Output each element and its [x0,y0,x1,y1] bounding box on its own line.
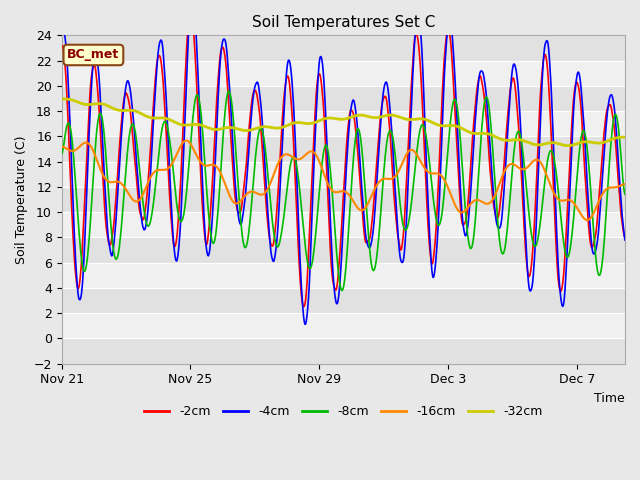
-16cm [486,200,493,206]
Line: -16cm: -16cm [61,141,625,220]
-2cm [58,42,65,48]
-4cm [387,108,394,114]
-8cm [544,155,552,160]
-32cm [92,101,100,107]
-4cm [486,149,494,155]
-8cm [339,288,346,293]
-2cm [544,74,552,80]
-16cm [583,217,591,223]
Bar [61,338,625,364]
-8cm [58,151,65,157]
Bar [61,136,625,162]
-8cm [401,228,409,233]
-16cm [417,160,425,166]
-8cm [418,122,426,128]
Text: BC_met: BC_met [67,48,120,61]
Y-axis label: Soil Temperature (C): Soil Temperature (C) [15,135,28,264]
-8cm [486,116,494,122]
-32cm [58,96,65,102]
Line: -4cm: -4cm [61,0,625,324]
Bar [61,238,625,263]
-32cm [400,116,408,121]
-2cm [621,235,629,241]
-4cm [302,321,310,327]
-16cm [543,175,551,180]
-2cm [188,10,195,16]
-32cm [485,131,493,137]
Legend: -2cm, -4cm, -8cm, -16cm, -32cm: -2cm, -4cm, -8cm, -16cm, -32cm [139,400,547,423]
Bar [61,86,625,111]
Line: -32cm: -32cm [61,99,625,145]
-32cm [564,143,572,148]
-8cm [92,134,100,140]
Bar [61,288,625,313]
-4cm [418,49,426,55]
-8cm [387,128,394,133]
-4cm [621,237,629,243]
-32cm [543,141,550,146]
-16cm [386,176,394,182]
-16cm [92,156,100,161]
-2cm [300,304,307,310]
Line: -2cm: -2cm [61,13,625,307]
-32cm [385,112,393,118]
-4cm [401,241,409,247]
Bar [61,187,625,212]
Line: -8cm: -8cm [61,91,625,290]
Title: Soil Temperatures Set C: Soil Temperatures Set C [252,15,435,30]
-8cm [621,192,629,197]
-4cm [544,42,552,48]
-8cm [225,88,232,94]
-32cm [417,116,424,121]
-2cm [92,72,100,78]
-2cm [401,206,409,212]
X-axis label: Time: Time [595,392,625,405]
-16cm [401,156,408,162]
-16cm [58,144,65,150]
-4cm [58,31,65,37]
-16cm [182,138,190,144]
-2cm [418,92,426,98]
-4cm [92,51,100,57]
-2cm [387,133,394,139]
-2cm [486,170,494,176]
-32cm [621,134,629,140]
-16cm [621,181,629,187]
Bar [61,36,625,60]
